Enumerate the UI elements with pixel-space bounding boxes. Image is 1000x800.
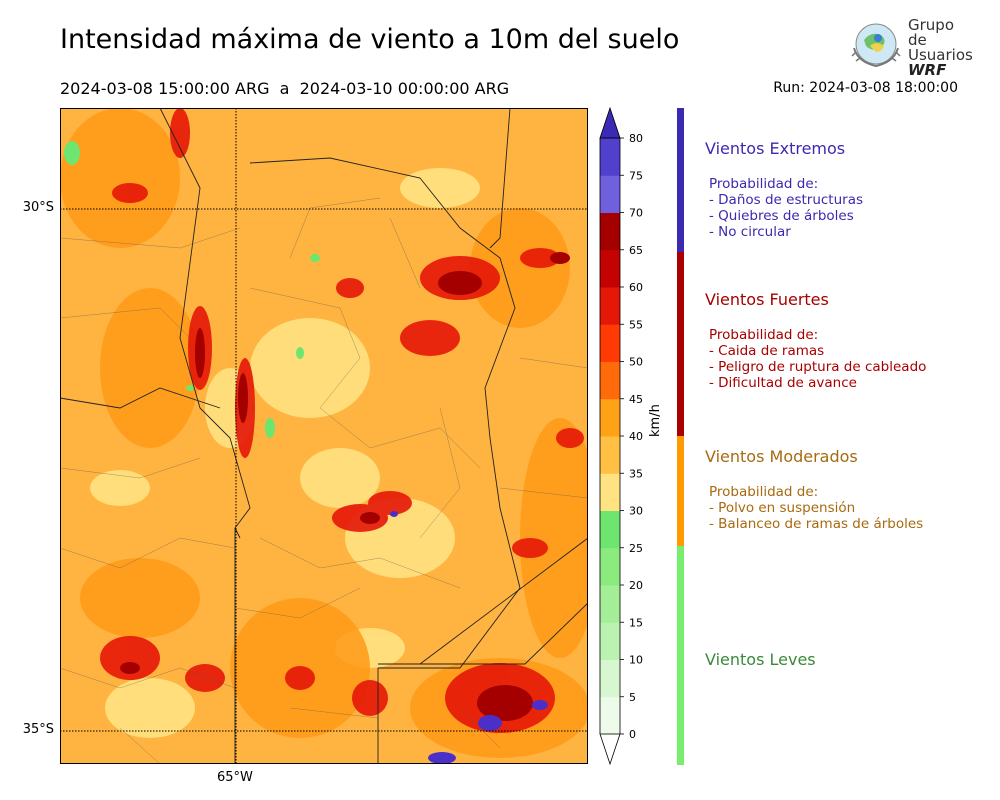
colorbar-tick-label: 50 (629, 356, 643, 369)
colorbar-tick-label: 0 (629, 728, 636, 741)
colorbar-band (600, 249, 620, 288)
category-bar-moderate (677, 436, 684, 546)
department-boundaries (60, 197, 588, 764)
category-extreme: Vientos Extremos Probabilidad de: - Daño… (705, 139, 863, 240)
colorbar-band (600, 659, 620, 698)
colorbar-upper-tip (599, 106, 621, 139)
extreme-wind-zones (390, 511, 548, 764)
colorbar-tick-label: 80 (629, 132, 643, 145)
colorbar-band (600, 585, 620, 623)
wind-intensity-map (60, 108, 588, 764)
colorbar-unit: km/h (648, 404, 663, 437)
logo-line-1: Grupo de (908, 16, 954, 49)
colorbar-band (600, 287, 620, 325)
colorbar-tick-label: 60 (629, 281, 643, 294)
colorbar: 0 5 10 15 20 25 30 35 40 45 50 55 60 65 70 75 80 (599, 106, 643, 766)
colorbar-tick-label: 40 (629, 430, 643, 443)
colorbar-tick-label: 70 (629, 207, 643, 220)
category-strong-title: Vientos Fuertes (705, 290, 829, 309)
colorbar-tick-label: 10 (629, 654, 643, 667)
logo-line-2: Usuarios (908, 46, 973, 64)
category-extreme-description: Probabilidad de: - Daños de estructuras … (709, 176, 864, 240)
map-frame (60, 108, 588, 764)
light-wind-spots (64, 141, 320, 438)
colorbar-band (600, 473, 620, 511)
globe-icon (851, 23, 901, 68)
category-moderate-title: Vientos Moderados (705, 447, 858, 466)
colorbar-tick-label: 65 (629, 244, 643, 257)
colorbar-band (600, 324, 620, 362)
colorbar-band (600, 436, 620, 474)
colorbar-tick-label: 20 (629, 579, 643, 592)
category-moderate: Vientos Moderados Probabilidad de: - Pol… (705, 447, 923, 532)
colorbar-tick-label: 45 (629, 393, 643, 406)
category-strong: Vientos Fuertes Probabilidad de: - Caida… (705, 290, 926, 391)
colorbar-band (600, 212, 620, 251)
wrf-users-group-logo: Grupo de Usuarios WRF (848, 16, 973, 78)
category-light-title: Vientos Leves (705, 650, 816, 669)
category-moderate-description: Probabilidad de: - Polvo en suspensión -… (709, 484, 924, 532)
lat-label-30s: 30°S (22, 200, 54, 215)
very-strong-wind-zones (120, 252, 570, 721)
colorbar-tick-label: 35 (629, 467, 643, 480)
lon-label-65w: 65°W (217, 770, 253, 785)
colorbar-band (600, 398, 620, 437)
graticule-lines (60, 108, 588, 764)
run-time: Run: 2024-03-08 18:00:00 (773, 80, 958, 96)
category-bar-extreme (677, 108, 684, 252)
category-extreme-title: Vientos Extremos (705, 139, 846, 158)
colorbar-tick-label: 5 (629, 691, 636, 704)
logo-line-3: WRF (908, 61, 947, 79)
colorbar-band (600, 510, 620, 549)
colorbar-tick-label: 30 (629, 505, 643, 518)
colorbar-lower-tip (599, 733, 621, 766)
colorbar-band (600, 175, 620, 213)
colorbar-band (600, 547, 620, 586)
colorbar-tick-label: 15 (629, 616, 643, 629)
colorbar-tick-label: 25 (629, 542, 643, 555)
lat-label-35s: 35°S (22, 722, 54, 737)
colorbar-band (600, 138, 620, 176)
colorbar-tick-label: 55 (629, 318, 643, 331)
category-light: Vientos Leves (705, 650, 816, 669)
colorbar-band (600, 696, 620, 735)
category-bar-light (677, 546, 684, 765)
category-bar-strong (677, 252, 684, 436)
province-boundaries (60, 108, 588, 764)
colorbar-tick-label: 75 (629, 169, 643, 182)
colorbar-band (600, 622, 620, 660)
category-strong-description: Probabilidad de: - Caida de ramas - Peli… (709, 327, 927, 391)
map-title: Intensidad máxima de viento a 10m del su… (60, 24, 680, 55)
colorbar-band (600, 361, 620, 400)
valid-period: 2024-03-08 15:00:00 ARG a 2024-03-10 00:… (60, 79, 510, 98)
